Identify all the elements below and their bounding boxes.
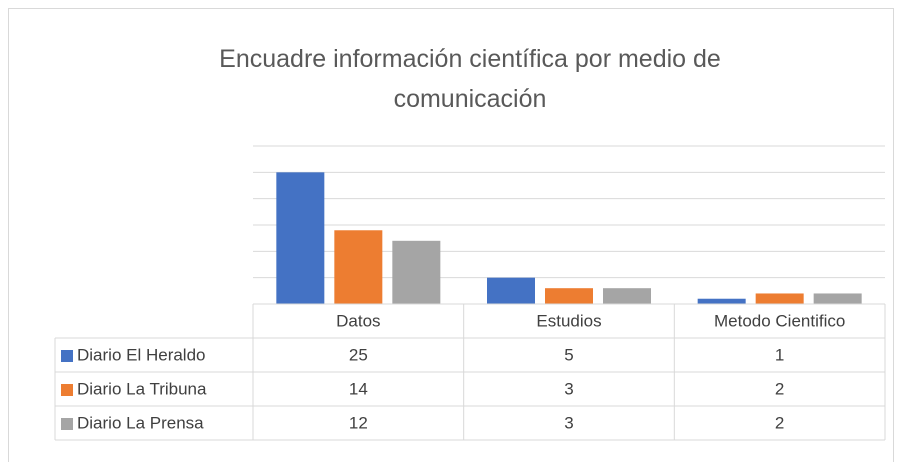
table-value: 12 [349, 413, 368, 432]
bar [545, 288, 593, 304]
bar [392, 240, 441, 304]
x-tick-label: Datos [336, 311, 380, 330]
legend-swatch [61, 350, 73, 362]
legend-label: Diario El Heraldo [77, 345, 206, 364]
table-value: 1 [775, 345, 784, 364]
table-value: 3 [564, 413, 573, 432]
bar [813, 293, 862, 304]
table-value: 5 [564, 345, 573, 364]
bar [487, 277, 535, 304]
chart-border [8, 8, 894, 467]
table-value: 2 [775, 413, 784, 432]
bar [755, 293, 804, 304]
bar [603, 288, 651, 304]
bar [276, 172, 325, 304]
chart-title: Encuadre información científica por medi… [219, 45, 721, 113]
legend-swatch [61, 418, 73, 430]
legend-swatch [61, 384, 73, 396]
bar [697, 298, 746, 304]
bar [334, 230, 383, 304]
table-value: 25 [349, 345, 368, 364]
x-tick-label: Estudios [536, 311, 601, 330]
table-value: 2 [775, 379, 784, 398]
legend-label: Diario La Tribuna [77, 379, 207, 398]
x-tick-label: Metodo Cientifico [714, 311, 845, 330]
table-value: 14 [349, 379, 368, 398]
table-value: 3 [564, 379, 573, 398]
legend-label: Diario La Prensa [77, 413, 204, 432]
